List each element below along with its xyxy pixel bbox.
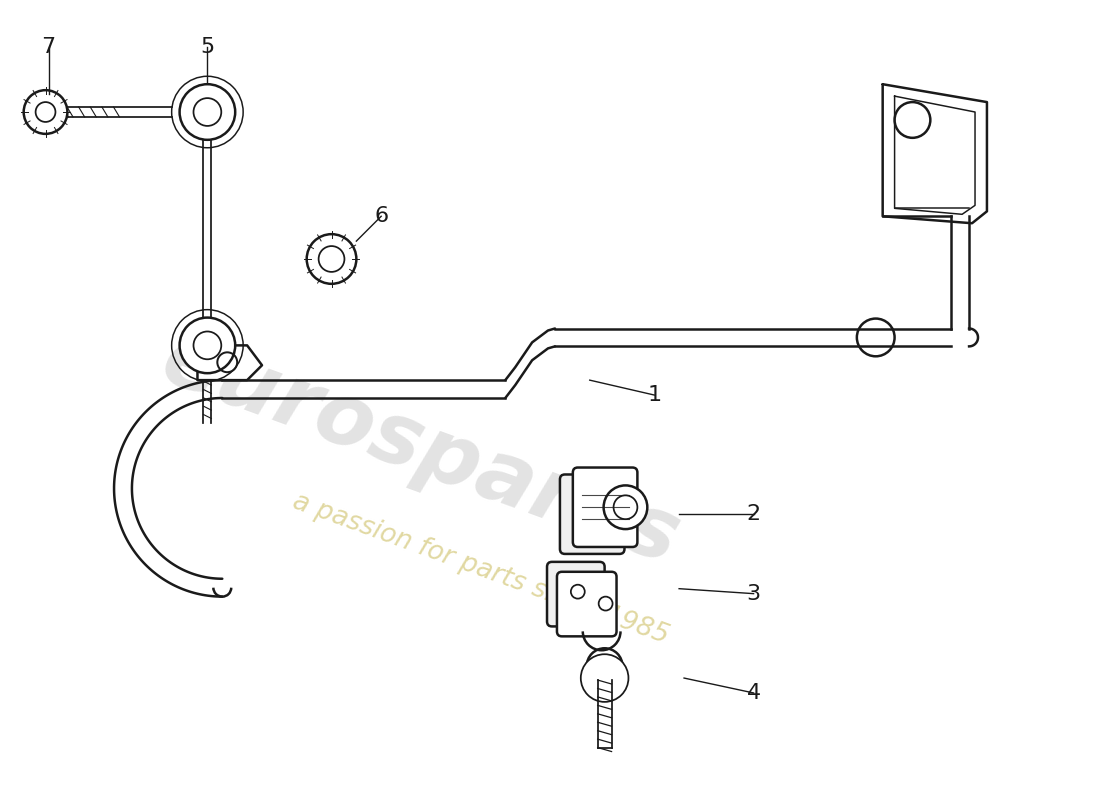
Text: a passion for parts since 1985: a passion for parts since 1985 xyxy=(289,489,672,649)
Text: 4: 4 xyxy=(747,683,760,703)
Text: 6: 6 xyxy=(374,206,388,226)
Text: eurospares: eurospares xyxy=(151,318,691,582)
Circle shape xyxy=(24,90,67,134)
Circle shape xyxy=(179,318,235,373)
Polygon shape xyxy=(198,346,262,380)
Circle shape xyxy=(586,648,623,684)
FancyBboxPatch shape xyxy=(573,467,637,547)
Text: 2: 2 xyxy=(747,504,760,524)
Circle shape xyxy=(319,246,344,272)
Text: 5: 5 xyxy=(200,38,214,58)
Circle shape xyxy=(604,486,647,529)
Circle shape xyxy=(581,654,628,702)
Text: 3: 3 xyxy=(747,584,760,604)
FancyBboxPatch shape xyxy=(547,562,605,626)
Text: 7: 7 xyxy=(42,38,56,58)
FancyBboxPatch shape xyxy=(560,474,625,554)
Text: 1: 1 xyxy=(647,385,661,405)
Circle shape xyxy=(179,84,235,140)
FancyBboxPatch shape xyxy=(557,572,616,636)
Circle shape xyxy=(307,234,356,284)
